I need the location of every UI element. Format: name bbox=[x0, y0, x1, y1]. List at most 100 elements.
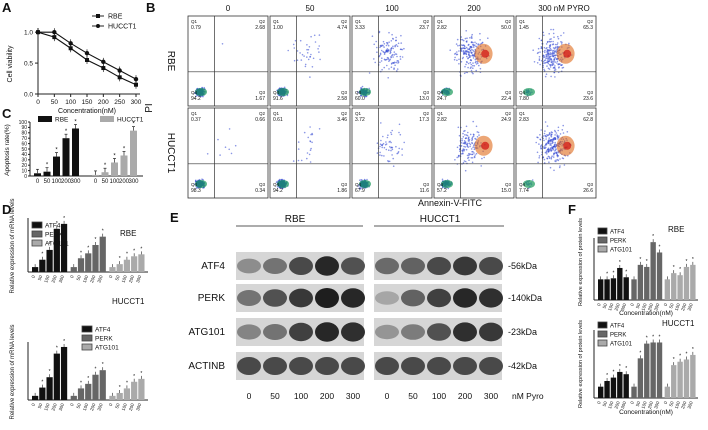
x-tick-label: 200 bbox=[613, 302, 620, 311]
x-tick-label: 0 bbox=[596, 400, 602, 405]
x-tick-label: 200 bbox=[50, 274, 57, 283]
significance-star: * bbox=[132, 122, 135, 128]
significance-star: * bbox=[41, 252, 43, 258]
blot-band bbox=[263, 324, 287, 340]
data-point bbox=[101, 59, 106, 65]
significance-star: * bbox=[686, 351, 688, 357]
blot-band bbox=[453, 357, 477, 375]
legend-label-atg101: ATG101 bbox=[610, 342, 633, 348]
blot-band bbox=[375, 257, 399, 275]
quadrant-value: 94.2 bbox=[273, 188, 283, 194]
x-tick-label: 200 bbox=[647, 400, 654, 409]
molecular-weight-label: -42kDa bbox=[508, 361, 537, 371]
bar-hucct1 bbox=[92, 174, 99, 176]
significance-star: * bbox=[63, 339, 65, 345]
blot-band bbox=[341, 322, 365, 342]
x-tick-label: 100 bbox=[607, 400, 614, 409]
x-tick-label: 50 bbox=[102, 179, 109, 185]
bar-hucct1 bbox=[111, 162, 118, 176]
bar-atf4 bbox=[39, 259, 46, 272]
density-core bbox=[563, 49, 572, 58]
significance-star: * bbox=[140, 246, 142, 252]
x-tick-label: 300 bbox=[131, 99, 142, 106]
legend-label-hucct1: HUCCT1 bbox=[108, 24, 136, 31]
density-core bbox=[441, 88, 453, 96]
significance-star: * bbox=[673, 265, 675, 271]
x-tick-label: 50 bbox=[76, 402, 83, 409]
significance-star: * bbox=[646, 259, 648, 265]
significance-star: * bbox=[49, 242, 51, 248]
density-core bbox=[195, 88, 207, 96]
y-axis-label: Apoptosis rate(%) bbox=[4, 124, 11, 176]
x-tick-label: 200 bbox=[61, 179, 72, 185]
quadrant-value: 15.0 bbox=[501, 188, 511, 194]
density-core bbox=[523, 180, 535, 188]
blot-band bbox=[315, 288, 339, 308]
bar-perk bbox=[644, 266, 650, 300]
x-tick-label: 0 bbox=[94, 179, 98, 185]
quadrant-value: 3.72 bbox=[355, 117, 365, 123]
significance-star: * bbox=[659, 244, 661, 250]
quadrant-value: 2.83 bbox=[519, 117, 529, 123]
data-point bbox=[101, 66, 106, 71]
quadrant-name: Q4 bbox=[191, 182, 198, 187]
legend-swatch-atf4 bbox=[597, 227, 608, 235]
quadrant-name: Q2 bbox=[341, 19, 348, 24]
x-tick-label: 100 bbox=[121, 402, 128, 411]
x-tick-label: 300 bbox=[96, 274, 103, 283]
significance-star: * bbox=[606, 373, 608, 379]
legend-label-perk: PERK bbox=[610, 239, 626, 245]
y-axis-label: Cell viability bbox=[7, 45, 14, 82]
quadrant-value: 1.67 bbox=[255, 96, 265, 102]
x-axis-label: Concentration(nM) bbox=[619, 409, 673, 416]
y-axis-label: PI bbox=[144, 103, 155, 112]
data-point bbox=[117, 68, 122, 73]
blot-band bbox=[341, 257, 365, 275]
x-tick-label: 300 bbox=[653, 302, 660, 311]
quadrant-value: 22.4 bbox=[501, 96, 511, 102]
quadrant-name: Q3 bbox=[341, 182, 348, 187]
bar-atf4 bbox=[610, 278, 617, 300]
quadrant-name: Q1 bbox=[519, 111, 526, 116]
significance-star: * bbox=[80, 250, 82, 256]
quadrant-value: 11.6 bbox=[420, 188, 430, 194]
quadrant-value: 0.34 bbox=[255, 188, 265, 194]
x-tick-label: 100 bbox=[43, 274, 50, 283]
legend-label-rbe: RBE bbox=[55, 117, 69, 124]
density-core bbox=[481, 49, 490, 58]
bar-atf4 bbox=[604, 279, 610, 300]
quadrant-value: 1.45 bbox=[519, 25, 529, 31]
significance-star: * bbox=[119, 256, 121, 262]
bar-atg101 bbox=[677, 275, 683, 300]
x-tick-label: 0 bbox=[596, 302, 602, 307]
quadrant-value: 2.82 bbox=[437, 117, 447, 123]
blot-band bbox=[427, 288, 451, 308]
blot-band bbox=[479, 288, 503, 308]
data-point bbox=[52, 35, 57, 40]
blot-band bbox=[237, 324, 261, 340]
significance-star: * bbox=[652, 334, 654, 340]
y-tick-label: 10 bbox=[21, 168, 27, 174]
data-point bbox=[52, 29, 57, 35]
density-core bbox=[195, 180, 207, 188]
x-tick-label: 200 bbox=[50, 402, 57, 411]
bar-atf4 bbox=[617, 267, 623, 300]
bar-atg101 bbox=[123, 388, 131, 400]
lane-label: 100 bbox=[294, 391, 308, 401]
quadrant-value: 60.0 bbox=[355, 96, 365, 102]
blot-band bbox=[315, 256, 339, 276]
significance-star: * bbox=[126, 380, 128, 386]
x-tick-label: 300 bbox=[653, 400, 660, 409]
x-tick-label: 200 bbox=[89, 402, 96, 411]
panel-letter-e: E bbox=[170, 210, 179, 225]
quadrant-name: Q3 bbox=[259, 90, 266, 95]
quadrant-name: Q3 bbox=[505, 182, 512, 187]
significance-star: * bbox=[673, 357, 675, 363]
quadrant-name: Q4 bbox=[355, 90, 362, 95]
bar-perk bbox=[85, 253, 92, 272]
legend-swatch-atg101 bbox=[81, 343, 93, 351]
bar-atg101 bbox=[131, 256, 138, 272]
lane-label: 200 bbox=[320, 391, 334, 401]
column-title: 0 bbox=[226, 4, 231, 13]
quadrant-name: Q1 bbox=[191, 19, 198, 24]
